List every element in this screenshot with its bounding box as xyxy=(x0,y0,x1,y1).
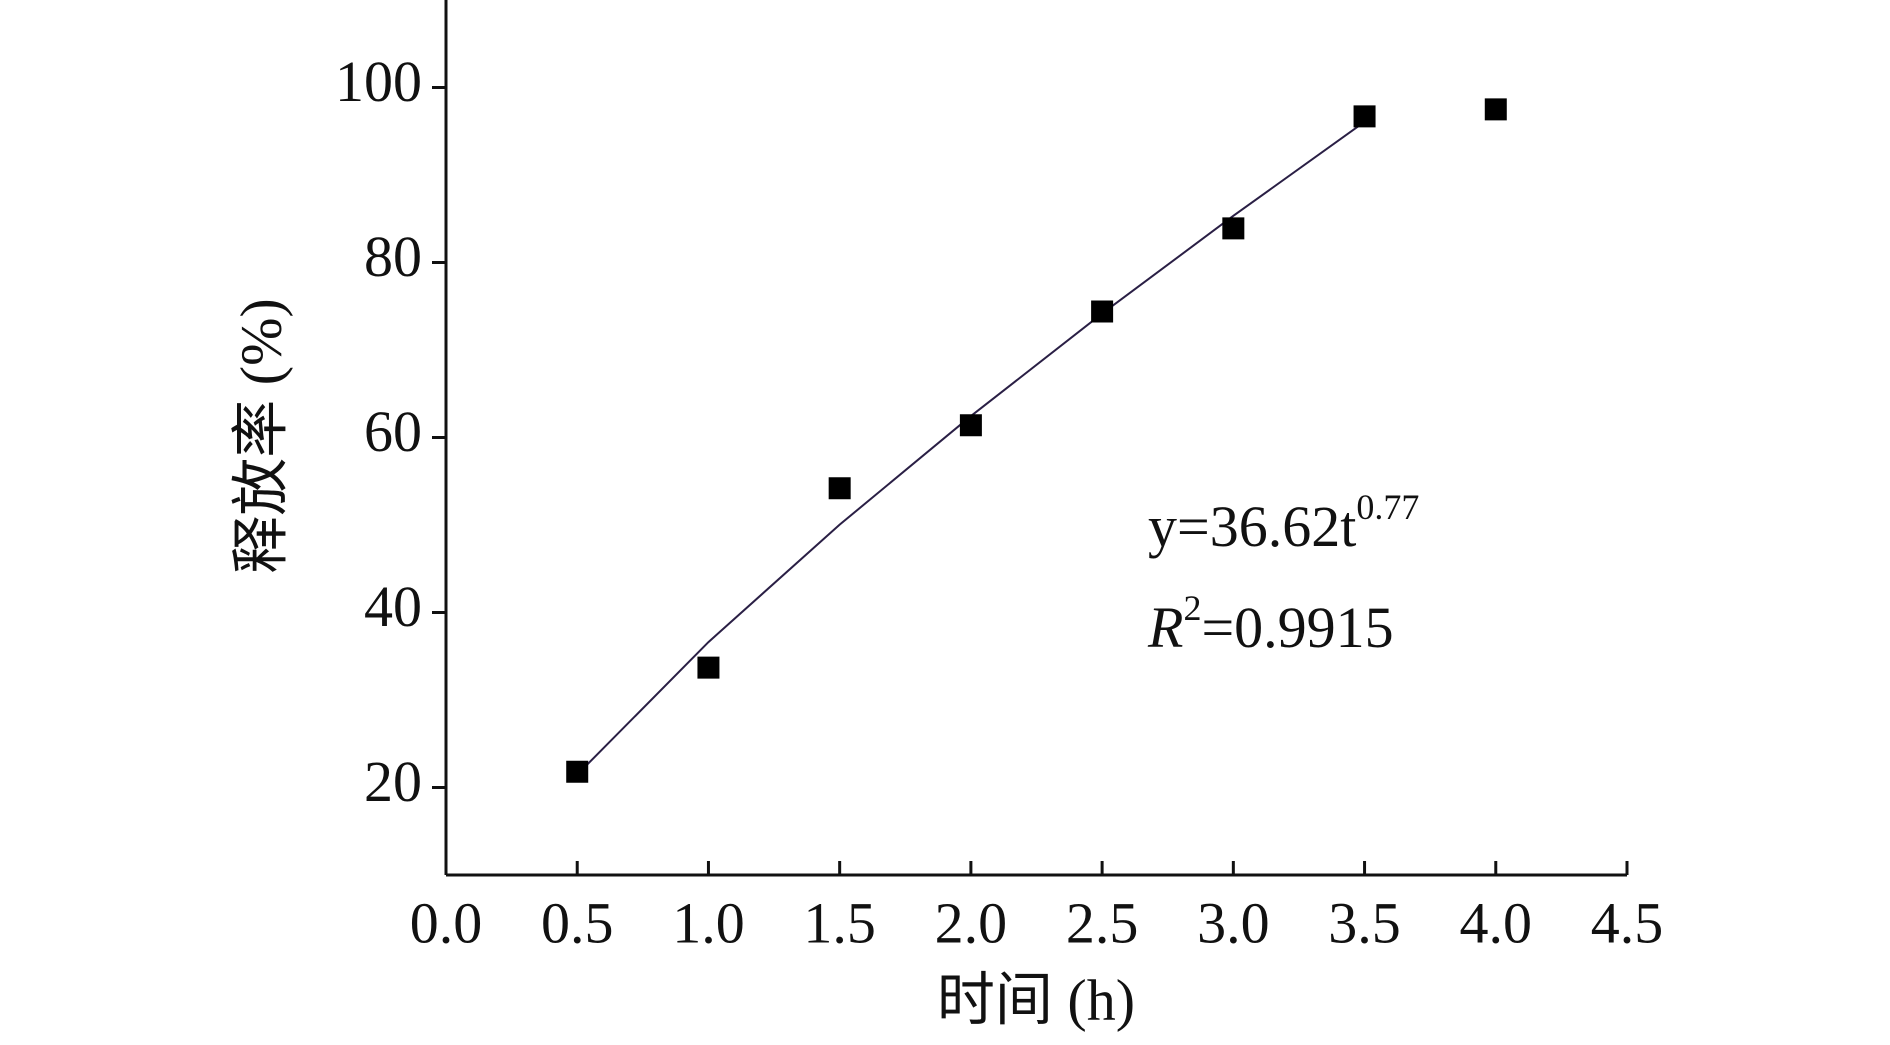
point xyxy=(959,414,982,437)
exponent: 0.77 xyxy=(1356,487,1419,527)
x-tick-label: 3.5 xyxy=(1328,890,1401,955)
x-tick-label: 0.0 xyxy=(410,890,483,955)
r-squared: R2=0.9915 xyxy=(1147,588,1394,660)
fit-line xyxy=(576,120,1366,776)
x-tick-label: 0.5 xyxy=(541,890,614,955)
point xyxy=(566,760,589,783)
point xyxy=(1484,98,1507,121)
r-value: =0.9915 xyxy=(1201,595,1393,660)
y-axis-label: 释放率 (%) xyxy=(228,298,293,573)
y-tick-label: 100 xyxy=(335,49,422,114)
x-axis-label: 时间 (h) xyxy=(937,967,1135,1032)
y-tick-label: 20 xyxy=(364,749,422,814)
point xyxy=(1222,217,1245,240)
y-tick-label: 60 xyxy=(364,399,422,464)
y-tick-label: 80 xyxy=(364,224,422,289)
point xyxy=(1353,105,1376,128)
x-tick-label: 4.5 xyxy=(1591,890,1664,955)
equation-text: y=36.62t xyxy=(1148,494,1356,559)
x-tick-label: 4.0 xyxy=(1460,890,1533,955)
point xyxy=(1091,300,1114,323)
x-tick-label: 3.0 xyxy=(1197,890,1270,955)
x-tick-label: 2.5 xyxy=(1066,890,1139,955)
r-power: 2 xyxy=(1183,588,1201,628)
r-symbol: R xyxy=(1147,595,1183,660)
y-tick-label: 40 xyxy=(364,574,422,639)
point xyxy=(697,656,720,679)
point xyxy=(828,477,851,500)
x-tick-label: 1.0 xyxy=(672,890,745,955)
x-tick-label: 1.5 xyxy=(803,890,876,955)
equation: y=36.62t0.77 xyxy=(1148,487,1419,559)
x-tick-label: 2.0 xyxy=(935,890,1008,955)
